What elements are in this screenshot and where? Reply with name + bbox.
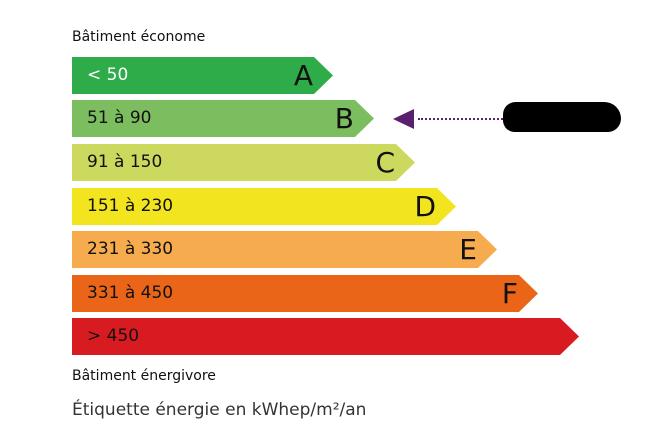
class-letter: E bbox=[459, 233, 477, 266]
class-letter: F bbox=[501, 277, 518, 310]
energy-class-bar-a: < 50 A bbox=[72, 57, 333, 94]
class-range: 231 à 330 bbox=[87, 239, 174, 259]
class-letter: B bbox=[334, 102, 354, 135]
energy-class-bar-f: 331 à 450 F bbox=[72, 275, 538, 312]
class-range: 51 à 90 bbox=[87, 108, 152, 128]
class-range: 331 à 450 bbox=[87, 283, 174, 303]
class-letter: D bbox=[414, 190, 436, 223]
class-range: < 50 bbox=[87, 65, 129, 85]
energy-class-bar-c: 91 à 150 C bbox=[72, 144, 415, 181]
current-class-arrow-icon bbox=[393, 109, 414, 129]
energy-class-bar-e: 231 à 330 E bbox=[72, 231, 497, 268]
header-efficient: Bâtiment économe bbox=[72, 29, 206, 45]
energy-class-bar-g: > 450 bbox=[72, 318, 579, 355]
marker-dotted-line bbox=[418, 118, 503, 120]
label-caption: Étiquette énergie en kWhep/m²/an bbox=[72, 400, 367, 420]
header-inefficient: Bâtiment énergivore bbox=[72, 368, 216, 384]
class-range: 91 à 150 bbox=[87, 152, 163, 172]
class-letter: C bbox=[375, 146, 395, 179]
energy-class-bar-b: 51 à 90 B bbox=[72, 100, 374, 137]
class-range: 151 à 230 bbox=[87, 196, 174, 216]
class-range: > 450 bbox=[87, 326, 140, 346]
redacted-value bbox=[503, 102, 621, 132]
class-letter: A bbox=[293, 59, 313, 92]
energy-class-bar-d: 151 à 230 D bbox=[72, 188, 456, 225]
